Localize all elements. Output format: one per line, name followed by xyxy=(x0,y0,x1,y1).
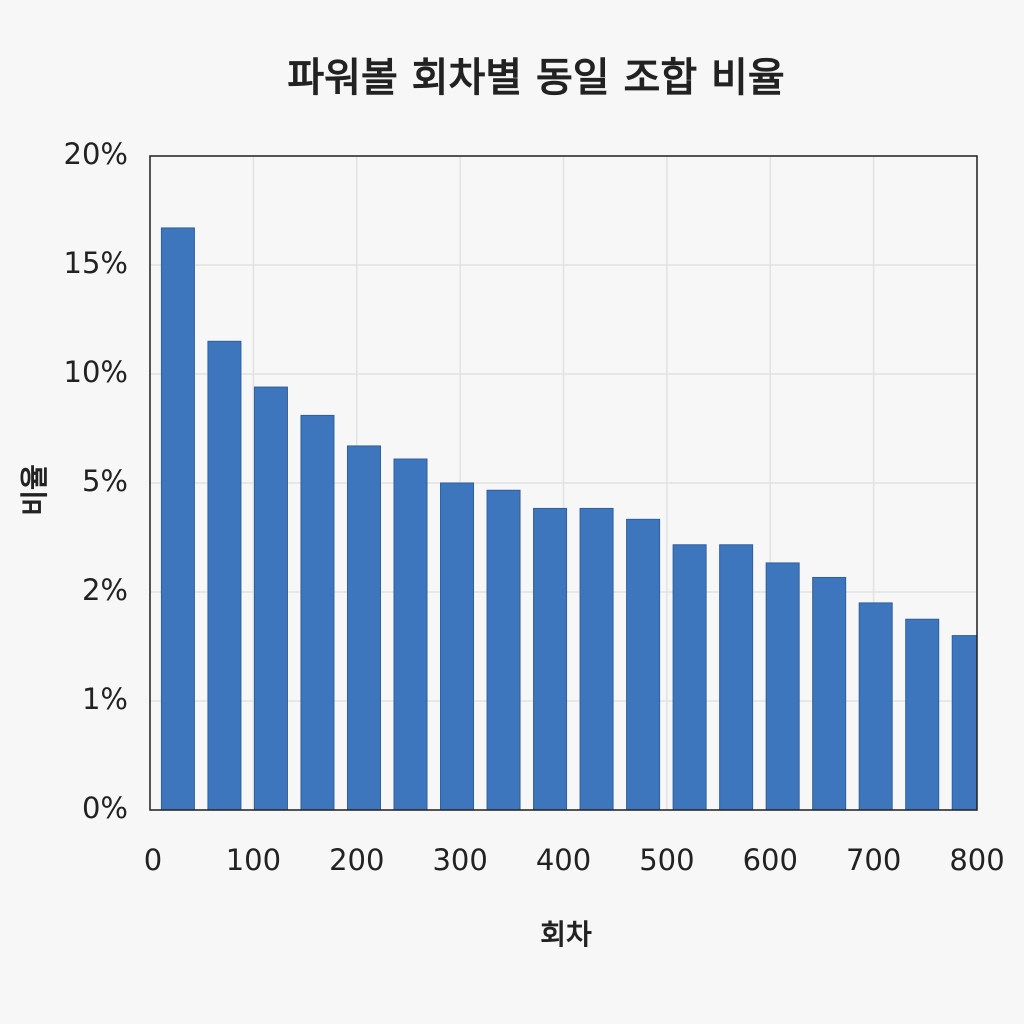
bar xyxy=(719,544,754,810)
bar xyxy=(858,602,893,810)
y-tick-label: 0% xyxy=(82,791,128,825)
bar xyxy=(440,482,475,810)
y-axis-title: 비율 xyxy=(18,464,51,516)
bar xyxy=(486,489,521,810)
bar xyxy=(765,562,800,810)
bar xyxy=(253,386,288,810)
x-tick-label: 100 xyxy=(226,843,281,877)
x-tick-label: 200 xyxy=(329,843,384,877)
y-tick-label: 10% xyxy=(64,355,128,389)
y-tick-label: 1% xyxy=(82,682,128,716)
x-tick-label: 700 xyxy=(846,843,901,877)
x-tick-label: 300 xyxy=(432,843,487,877)
bar xyxy=(533,507,568,810)
chart-title: 파워볼 회차별 동일 조합 비율 xyxy=(287,55,784,101)
bar xyxy=(812,576,847,810)
plot-frame xyxy=(149,155,978,811)
y-tick-label: 2% xyxy=(82,573,128,607)
y-tick-label: 15% xyxy=(64,246,128,280)
x-tick-label: 600 xyxy=(743,843,798,877)
bar xyxy=(579,507,614,810)
bar xyxy=(626,518,661,810)
bars xyxy=(160,227,977,810)
bar xyxy=(672,544,707,810)
x-tick-label: 0 xyxy=(144,843,162,877)
x-tick-label: 800 xyxy=(949,843,1004,877)
bar xyxy=(207,340,242,810)
bar xyxy=(905,618,940,810)
bar xyxy=(951,635,977,810)
x-axis-title: 회차 xyxy=(540,918,592,951)
x-tick-label: 500 xyxy=(639,843,694,877)
bar xyxy=(346,445,381,810)
bar xyxy=(393,458,428,810)
y-tick-label: 5% xyxy=(82,464,128,498)
bar xyxy=(160,227,195,810)
bar xyxy=(300,414,335,810)
x-tick-label: 400 xyxy=(536,843,591,877)
y-tick-label: 20% xyxy=(64,137,128,171)
